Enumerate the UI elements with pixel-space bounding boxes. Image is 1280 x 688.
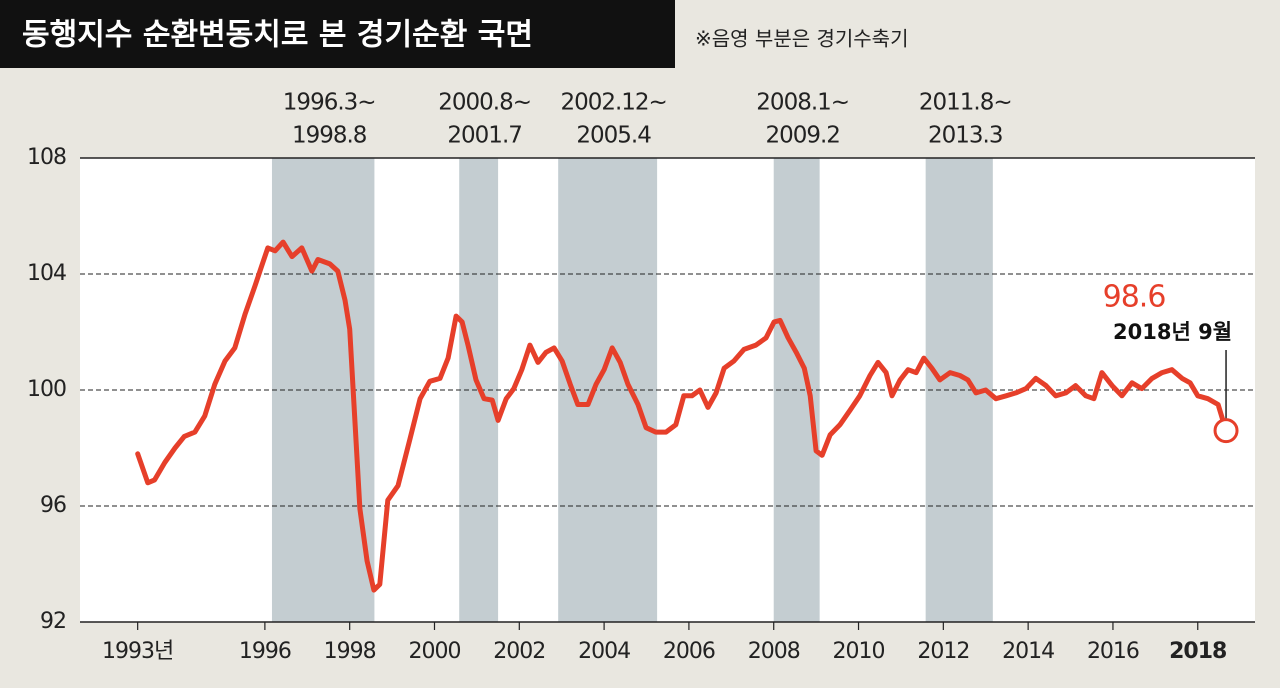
x-tick-label: 2004 [578,639,630,664]
y-tick-label: 104 [27,261,66,286]
y-tick-label: 100 [27,377,66,402]
recession-label: 2011.8~ [919,90,1012,116]
recession-label: 2000.8~ [438,90,531,116]
x-tick-label: 2010 [833,639,885,664]
x-tick-label: 2002 [493,639,545,664]
recession-label: 2001.7 [447,123,521,149]
recession-label: 2013.3 [928,123,1002,149]
x-tick-label: 1996 [239,639,291,664]
recession-label: 2005.4 [576,123,651,149]
chart-title: 동행지수 순환변동치로 본 경기순환 국면 [22,18,533,53]
x-tick-label: 2000 [408,639,460,664]
y-tick-label: 92 [40,609,66,634]
y-tick-label: 96 [40,493,66,518]
x-tick-label: 2014 [1002,639,1054,664]
recession-label: 2009.2 [765,123,839,149]
x-tick-label: 1998 [324,639,376,664]
title-box [0,0,675,68]
x-tick-label: 2016 [1087,639,1139,664]
end-value-label: 98.6 [1103,280,1166,315]
end-date-label: 2018년 9월 [1113,320,1232,344]
x-tick-label: 2008 [748,639,800,664]
recession-label: 1996.3~ [283,90,376,116]
recession-label: 2008.1~ [756,90,849,116]
x-tick-label: 2006 [663,639,715,664]
y-tick-label: 108 [27,145,66,170]
series-line [135,239,1229,593]
end-point [1213,418,1239,444]
x-tick-label: 1993년 [102,639,173,664]
chart-subtitle: ※음영 부분은 경기수축기 [695,27,908,51]
x-tick-label: 2012 [917,639,969,664]
recession-label: 1998.8 [292,123,367,149]
x-tick-label: 2018 [1169,639,1226,664]
recession-label: 2002.12~ [560,90,666,116]
